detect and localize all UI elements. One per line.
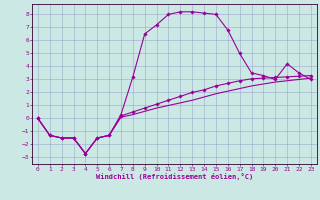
X-axis label: Windchill (Refroidissement éolien,°C): Windchill (Refroidissement éolien,°C): [96, 173, 253, 180]
